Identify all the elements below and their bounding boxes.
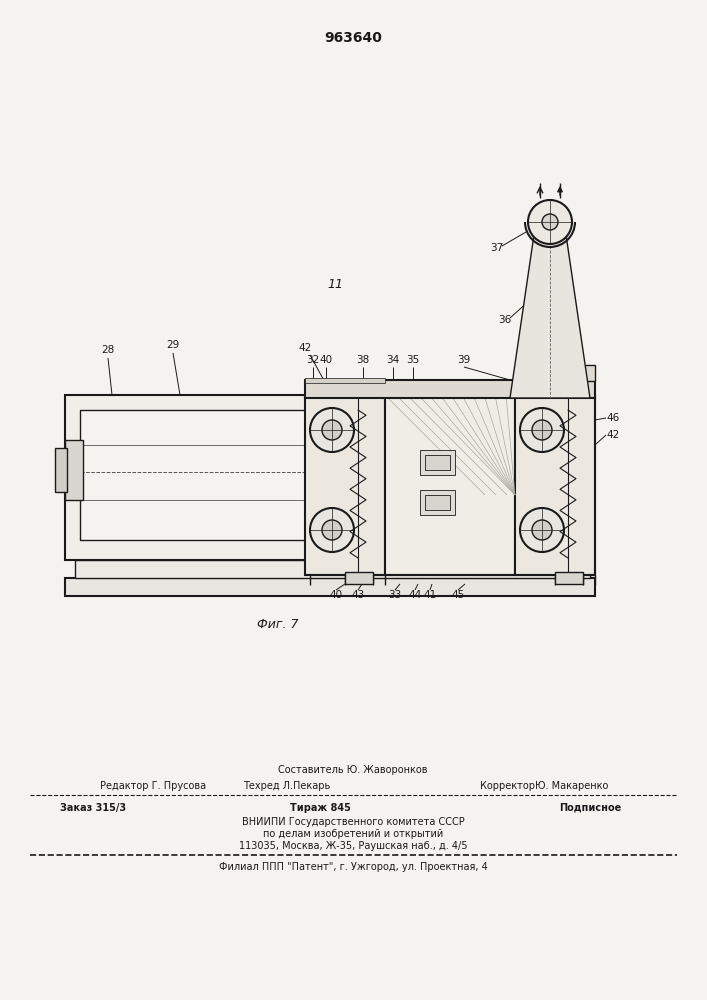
Text: 33: 33 xyxy=(388,590,402,600)
Circle shape xyxy=(322,520,342,540)
Bar xyxy=(515,395,595,575)
Bar xyxy=(65,440,83,500)
Text: 40: 40 xyxy=(320,355,332,365)
Text: 37: 37 xyxy=(491,243,503,253)
Text: ВНИИПИ Государственного комитета СССР: ВНИИПИ Государственного комитета СССР xyxy=(242,817,464,827)
Text: КорректорЮ. Макаренко: КорректорЮ. Макаренко xyxy=(480,781,609,791)
Text: Филиал ППП "Патент", г. Ужгород, ул. Проектная, 4: Филиал ППП "Патент", г. Ужгород, ул. Про… xyxy=(218,862,487,872)
Text: 32: 32 xyxy=(306,355,320,365)
Text: Составитель Ю. Жаворонков: Составитель Ю. Жаворонков xyxy=(279,765,428,775)
Text: Подписное: Подписное xyxy=(559,803,621,813)
Circle shape xyxy=(532,420,552,440)
Text: 44: 44 xyxy=(409,590,421,600)
Text: 35: 35 xyxy=(407,355,420,365)
Text: Заказ 315/3: Заказ 315/3 xyxy=(60,803,126,813)
Text: 42: 42 xyxy=(298,343,312,353)
Bar xyxy=(55,448,67,492)
Circle shape xyxy=(322,420,342,440)
Bar xyxy=(75,560,590,578)
Text: 38: 38 xyxy=(356,355,370,365)
Text: 28: 28 xyxy=(101,345,115,355)
Text: 42: 42 xyxy=(607,430,619,440)
Circle shape xyxy=(520,408,564,452)
Text: 46: 46 xyxy=(607,413,619,423)
Bar xyxy=(420,450,455,475)
Circle shape xyxy=(528,200,572,244)
Text: 45: 45 xyxy=(451,590,464,600)
Text: 43: 43 xyxy=(351,590,365,600)
Text: 29: 29 xyxy=(166,340,180,350)
Text: 40: 40 xyxy=(329,590,343,600)
Bar xyxy=(555,572,583,584)
Bar xyxy=(385,395,515,575)
Circle shape xyxy=(520,508,564,552)
Bar xyxy=(420,490,455,515)
Bar xyxy=(80,410,305,540)
Bar xyxy=(425,495,450,510)
Text: 36: 36 xyxy=(498,315,512,325)
Text: Редактор Г. Прусова: Редактор Г. Прусова xyxy=(100,781,206,791)
Text: Тираж 845: Тираж 845 xyxy=(290,803,351,813)
Text: Фиг. 7: Фиг. 7 xyxy=(257,618,299,632)
Circle shape xyxy=(542,214,558,230)
Bar xyxy=(305,378,385,383)
Bar xyxy=(345,572,373,584)
Polygon shape xyxy=(510,228,590,398)
Text: 39: 39 xyxy=(457,355,471,365)
Circle shape xyxy=(532,520,552,540)
Bar xyxy=(65,578,595,596)
Bar xyxy=(305,380,595,398)
Bar xyxy=(65,395,325,560)
Text: по делам изобретений и открытий: по делам изобретений и открытий xyxy=(263,829,443,839)
Text: 963640: 963640 xyxy=(324,31,382,45)
Text: 11: 11 xyxy=(327,278,343,292)
Circle shape xyxy=(310,408,354,452)
Text: 41: 41 xyxy=(423,590,437,600)
Text: 113035, Москва, Ж-35, Раушская наб., д. 4/5: 113035, Москва, Ж-35, Раушская наб., д. … xyxy=(239,841,467,851)
Bar xyxy=(425,455,450,470)
Text: Техред Л.Пекарь: Техред Л.Пекарь xyxy=(243,781,330,791)
Text: 34: 34 xyxy=(386,355,399,365)
Circle shape xyxy=(310,508,354,552)
Bar xyxy=(515,365,595,381)
Bar xyxy=(305,395,385,575)
